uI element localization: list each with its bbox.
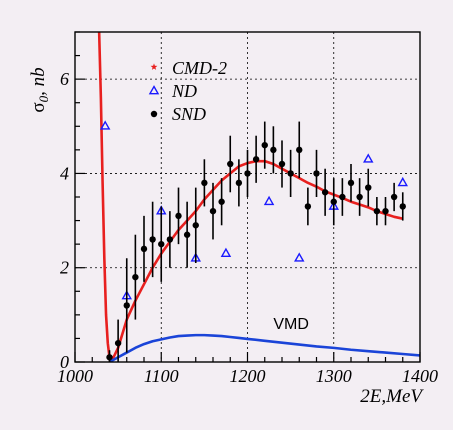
snd-point [270,146,277,154]
x-axis-title: 2E,MeV [360,386,424,407]
snd-point [192,222,199,229]
legend-marker-triangle [148,85,160,95]
y-tick-label: 2 [60,258,69,278]
snd-point [158,240,165,248]
snd-point [149,236,156,243]
legend-marker-star [150,63,158,70]
nd-point [99,120,111,130]
snd-point [347,179,355,187]
snd-point [227,160,234,168]
y-axis-title-symbol: σ [28,102,49,112]
nd-point [363,153,374,163]
nd-point [294,252,305,262]
snd-point [166,236,174,243]
curves [97,32,420,362]
snd-point [175,212,182,220]
vmd-curve-blue [108,333,420,362]
snd-point [287,170,294,177]
legend-entry-nd: ND [148,81,197,101]
snd-point [140,245,148,253]
legend: CMD-2 ND SND [148,58,227,124]
snd-point [321,189,329,196]
nd-point [220,247,232,257]
data-points [99,120,408,362]
nd-point [263,195,275,206]
snd-point [339,193,346,201]
y-tick-label: 4 [60,163,69,183]
snd-point [313,170,320,177]
snd-point [399,203,406,210]
snd-point [365,184,372,191]
y-tick-label: 0 [60,352,69,372]
legend-label-snd: SND [172,104,206,124]
snd-point [235,179,243,187]
legend-label-nd: ND [171,81,197,101]
x-tick-label: 1100 [144,366,179,386]
snd-point [114,339,122,347]
snd-point [244,170,251,177]
legend-entry-snd: SND [150,104,206,124]
vmd-curve-label: VMD [273,316,309,333]
x-tick-label: 1300 [316,366,352,386]
snd-point [132,273,139,281]
snd-point [209,207,217,215]
snd-point [330,198,337,205]
snd-point [356,193,363,201]
x-tick-label: 1200 [230,366,266,386]
snd-point [123,302,130,309]
legend-entry-cmd2: CMD-2 [150,58,227,78]
snd-point [373,207,381,215]
y-axis-title-subscript: 0 [36,95,51,102]
snd-point [304,203,312,210]
snd-point [183,231,191,238]
snd-point [252,156,260,163]
snd-point [382,207,389,215]
snd-point [390,193,398,201]
x-tick-label: 1000 [57,366,93,386]
y-axis-title: σ0, nb [28,67,51,112]
legend-label-cmd2: CMD-2 [172,58,227,78]
snd-point [218,198,225,205]
snd-point [278,160,286,168]
snd-point [201,179,208,187]
snd-point [261,141,268,149]
axis-ticks: 1000 1100 1200 1300 1400 0 2 4 6 [57,31,438,386]
snd-point [296,146,303,154]
y-tick-label: 6 [60,69,69,89]
nd-point [397,176,408,187]
y-axis-title-unit: , nb [28,67,49,96]
x-tick-label: 1400 [402,366,438,386]
legend-marker-circle [150,110,158,118]
